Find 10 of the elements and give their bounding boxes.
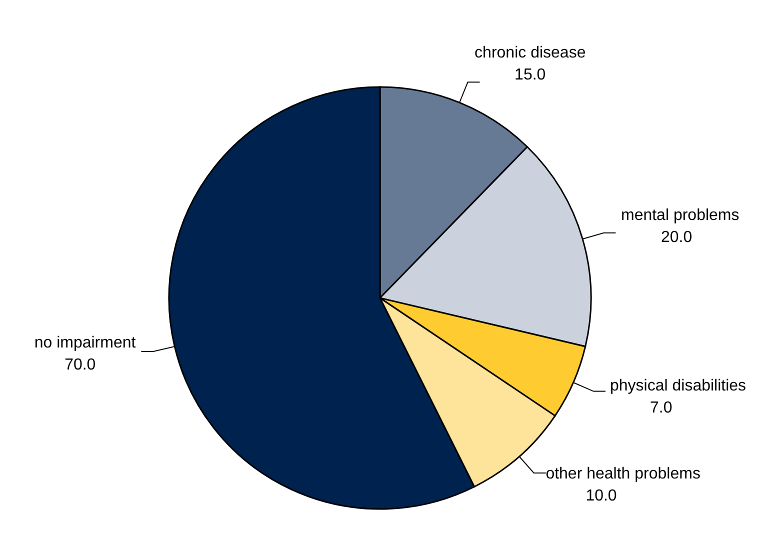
slice-label: chronic disease (474, 44, 586, 62)
slice-label: mental problems (621, 206, 740, 224)
data-label: 10.0 (586, 488, 617, 505)
data-label: 20.0 (661, 228, 692, 246)
slice-label: no impairment (34, 334, 136, 352)
data-label: 15.0 (514, 66, 546, 84)
slice-label: other health problems (546, 466, 700, 483)
data-label: 70.0 (64, 356, 96, 374)
data-label: 7.0 (650, 400, 672, 417)
slice-label: physical disabilities (610, 378, 746, 395)
